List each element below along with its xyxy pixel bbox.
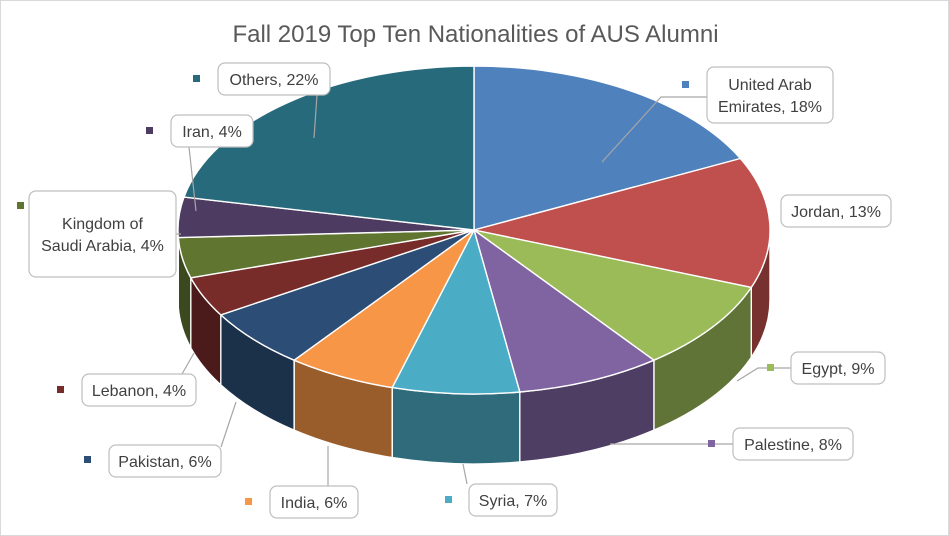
- data-label-lebanon: Lebanon, 4%: [57, 352, 197, 407]
- leader-line-pakistan: [220, 401, 237, 448]
- label-text-india: India, 6%: [281, 495, 348, 512]
- chart-title: Fall 2019 Top Ten Nationalities of AUS A…: [232, 21, 719, 48]
- legend-marker-others: [193, 75, 200, 82]
- label-text-others: Others, 22%: [230, 72, 319, 89]
- leader-line-others: [313, 94, 318, 139]
- leader-line-syria: [462, 463, 468, 485]
- pie-labels: United Arab Emirates, 18% Jordan, 13% Egypt…: [17, 62, 892, 519]
- label-box-syria: [468, 483, 558, 517]
- data-label-india: India, 6%: [245, 446, 359, 519]
- data-label-syria: Syria, 7%: [445, 463, 558, 517]
- label-text-united-arab-emirates: United Arab: [728, 77, 812, 94]
- data-label-palestine: Palestine, 8%: [610, 427, 854, 461]
- legend-marker-india: [245, 498, 252, 505]
- leader-line-iran: [188, 146, 197, 212]
- label-text-lebanon: Lebanon, 4%: [92, 383, 186, 400]
- data-label-others: Others, 22%: [193, 62, 331, 139]
- label-box-egypt: [790, 351, 886, 385]
- label-box-palestine: [732, 427, 854, 461]
- legend-marker-syria: [445, 496, 452, 503]
- label-box-united-arab-emirates: [706, 66, 834, 124]
- legend-marker-pakistan: [84, 456, 91, 463]
- label-text-egypt: Egypt, 9%: [802, 361, 875, 378]
- label-text-pakistan: Pakistan, 6%: [118, 454, 211, 471]
- data-label-iran: Iran, 4%: [146, 114, 254, 212]
- pie-slice-egypt: [473, 229, 752, 361]
- data-label-pakistan: Pakistan, 6%: [84, 401, 237, 478]
- legend-marker-iran: [146, 127, 153, 134]
- data-label-egypt: Egypt, 9%: [736, 351, 886, 385]
- leader-line-united-arab-emirates: [601, 96, 707, 163]
- legend-marker-lebanon: [57, 386, 64, 393]
- label-box-lebanon: [81, 373, 197, 407]
- pie-slice-palestine: [473, 229, 655, 393]
- label-box-pakistan: [108, 444, 222, 478]
- label-box-others: [217, 62, 331, 96]
- label-box-jordan: [780, 194, 892, 228]
- label-text-kingdom-of-saudi-arabia: Kingdom of: [62, 216, 143, 233]
- legend-marker-egypt: [767, 364, 774, 371]
- data-label-united-arab-emirates: United Arab Emirates, 18%: [601, 66, 834, 163]
- pie-slice-syria: [391, 229, 521, 395]
- data-label-kingdom-of-saudi-arabia: Kingdom of Saudi Arabia, 4%: [17, 190, 181, 278]
- pie-side-syria: [391, 386, 521, 465]
- label-box-india: [269, 485, 359, 519]
- pie-slice-united-arab-emirates: [473, 65, 742, 231]
- pie-slice-others: [183, 65, 475, 231]
- leader-line-egypt: [736, 367, 791, 382]
- label-text-iran: Iran, 4%: [182, 124, 242, 141]
- label-text-palestine: Palestine, 8%: [744, 437, 842, 454]
- legend-marker-palestine: [708, 440, 715, 447]
- label-text-kingdom-of-saudi-arabia: Saudi Arabia, 4%: [41, 238, 164, 255]
- label-text-jordan: Jordan, 13%: [791, 204, 881, 221]
- label-box-kingdom-of-saudi-arabia: [28, 190, 177, 278]
- pie-sides: [177, 229, 771, 465]
- pie-slice-jordan: [473, 157, 771, 289]
- data-label-jordan: Jordan, 13%: [757, 194, 892, 228]
- label-text-syria: Syria, 7%: [479, 493, 547, 510]
- label-box-iran: [170, 114, 254, 148]
- label-text-united-arab-emirates: Emirates, 18%: [718, 99, 822, 116]
- leader-line-lebanon: [181, 352, 195, 375]
- legend-marker-united-arab-emirates: [682, 81, 689, 88]
- legend-marker-kingdom-of-saudi-arabia: [17, 202, 24, 209]
- legend-marker-jordan: [757, 207, 764, 214]
- pie-tops: [177, 65, 771, 395]
